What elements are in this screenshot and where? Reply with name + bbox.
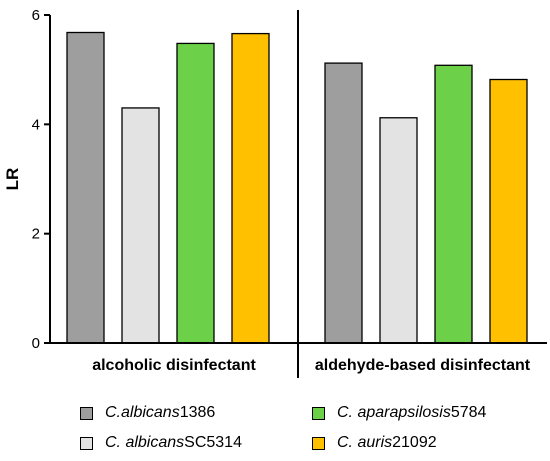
legend-label-strain: 1386 [179, 404, 216, 421]
legend-label-strain: SC5314 [184, 434, 242, 451]
legend-label-species: C. auris [337, 434, 393, 451]
legend-swatch [312, 406, 325, 420]
y-axis-label: LR [3, 168, 22, 191]
legend-item: C. aparapsilosis 5784 [312, 404, 486, 422]
bar [121, 107, 160, 344]
legend-label-species: C. albicans [105, 434, 185, 451]
y-tick-label: 2 [32, 226, 40, 243]
bar [324, 62, 363, 344]
legend-swatch [312, 436, 325, 450]
legend-item: C.albicans 1386 [80, 404, 215, 422]
bars [66, 31, 528, 344]
group-label: aldehyde-based disinfectant [315, 357, 531, 374]
y-tick-label: 0 [32, 335, 40, 352]
bar [231, 32, 270, 344]
legend-label-strain: 5784 [450, 404, 487, 421]
bar [66, 31, 105, 344]
bar [489, 78, 528, 344]
y-tick-label: 4 [32, 116, 40, 133]
bar [176, 42, 215, 344]
legend-label-species: C. aparapsilosis [337, 404, 451, 421]
legend-swatch [80, 406, 93, 420]
bar [434, 64, 473, 344]
y-tick-label: 6 [32, 7, 40, 24]
legend-label-species: C.albicans [105, 404, 180, 421]
group-label: alcoholic disinfectant [92, 357, 256, 374]
legend-item: C. auris 21092 [312, 434, 437, 452]
legend-item: C. albicans SC5314 [80, 434, 242, 452]
legend-label-strain: 21092 [392, 434, 437, 451]
legend-swatch [80, 436, 93, 450]
bar [379, 117, 418, 344]
bar-chart: 0 2 4 6 LR alcoholic disinfectant aldehyde-ba… [3, 7, 547, 378]
y-axis: 0 2 4 6 LR [3, 7, 51, 352]
x-axis: alcoholic disinfectant aldehyde-based dis… [49, 10, 547, 378]
